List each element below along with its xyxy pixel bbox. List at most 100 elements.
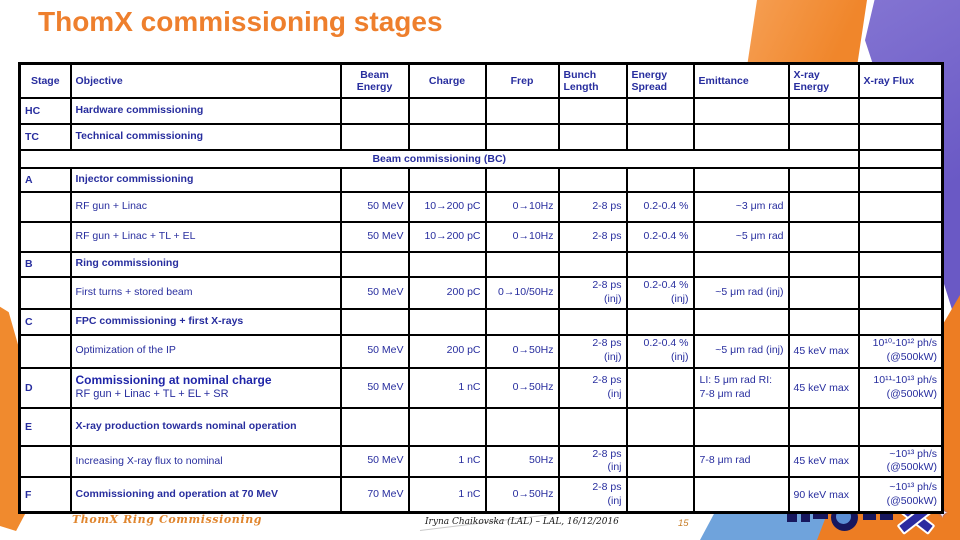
- xray-energy-cell: 45 keV max: [787, 333, 860, 369]
- frep-cell: 0→50Hz: [484, 333, 560, 369]
- energy-spread-cell: [625, 366, 695, 409]
- objective-cell: Optimization of the IP: [69, 333, 342, 369]
- emittance-cell: [692, 122, 790, 151]
- beam-energy-cell: 50 MeV: [339, 333, 410, 369]
- frep-cell: 0→10/50Hz: [484, 275, 560, 310]
- energy-spread-cell: [625, 475, 695, 514]
- xray-flux-cell: ~10¹³ ph/s (@500kW): [857, 475, 944, 514]
- commissioning-stages-table: Stage Objective Beam Energy Charge Frep …: [18, 62, 944, 515]
- xray-flux-cell: [857, 122, 944, 151]
- objective-sub: RF gun + Linac + TL + EL + SR: [75, 388, 229, 401]
- xray-energy-cell: [787, 275, 860, 310]
- bunch-length-cell: [557, 307, 628, 336]
- stage-cell: E: [18, 406, 72, 447]
- frep-cell: [484, 166, 560, 193]
- charge-cell: [407, 122, 487, 151]
- objective-cell: Increasing X-ray flux to nominal: [69, 444, 342, 478]
- charge-cell: 200 pC: [407, 333, 487, 369]
- emittance-cell: LI: 5 μm rad RI: 7-8 μm rad: [692, 366, 790, 409]
- xray-flux-cell: [857, 307, 944, 336]
- column-header-energy-spread: Energy Spread: [625, 62, 695, 99]
- bunch-length-cell: [557, 96, 628, 125]
- stage-cell: C: [18, 307, 72, 336]
- stage-cell: [18, 275, 72, 310]
- beam-commissioning-banner: Beam commissioning (BC): [18, 148, 860, 169]
- table-row-a: A Injector commissioning: [18, 166, 944, 193]
- emittance-cell: [692, 96, 790, 125]
- bunch-length-cell: 2-8 ps: [557, 190, 628, 223]
- objective-cell: Injector commissioning: [69, 166, 342, 193]
- beam-energy-cell: [339, 250, 410, 278]
- column-header-stage: Stage: [18, 62, 72, 99]
- table-row-e: E X-ray production towards nominal opera…: [18, 406, 944, 447]
- thomx-logo-fragment: [801, 508, 810, 522]
- stage-cell: A: [18, 166, 72, 193]
- column-header-objective: Objective: [69, 62, 342, 99]
- objective-cell: RF gun + Linac + TL + EL: [69, 220, 342, 253]
- frep-cell: [484, 122, 560, 151]
- column-header-charge: Charge: [407, 62, 487, 99]
- xray-flux-cell: [857, 166, 944, 193]
- xray-energy-cell: [787, 307, 860, 336]
- emittance-cell: ~3 μm rad: [692, 190, 790, 223]
- beam-energy-cell: [339, 166, 410, 193]
- objective-main: Commissioning at nominal charge: [75, 373, 272, 388]
- objective-cell: Ring commissioning: [69, 250, 342, 278]
- column-header-frep: Frep: [484, 62, 560, 99]
- beam-energy-cell: 50 MeV: [339, 275, 410, 310]
- column-header-xray-flux: X-ray Flux: [857, 62, 944, 99]
- charge-cell: [407, 307, 487, 336]
- stage-cell: [18, 333, 72, 369]
- frep-cell: 50Hz: [484, 444, 560, 478]
- frep-cell: [484, 250, 560, 278]
- xray-flux-cell: [857, 250, 944, 278]
- bunch-length-cell: 2-8 ps (inj: [557, 444, 628, 478]
- beam-energy-cell: 50 MeV: [339, 190, 410, 223]
- table-row-f: F Commissioning and operation at 70 MeV …: [18, 475, 944, 514]
- objective-cell: First turns + stored beam: [69, 275, 342, 310]
- charge-cell: [407, 166, 487, 193]
- beam-energy-cell: 70 MeV: [339, 475, 410, 514]
- stage-cell: TC: [18, 122, 72, 151]
- xray-energy-cell: 45 keV max: [787, 366, 860, 409]
- xray-flux-cell: 10¹⁰-10¹² ph/s (@500kW): [857, 333, 944, 369]
- stage-cell: [18, 220, 72, 253]
- energy-spread-cell: [625, 166, 695, 193]
- page-title: ThomX commissioning stages: [38, 6, 443, 37]
- table-row-rf-gun-linac-tl-el: RF gun + Linac + TL + EL 50 MeV 10→200 p…: [18, 220, 944, 253]
- frep-cell: [484, 406, 560, 447]
- bunch-length-cell: [557, 250, 628, 278]
- frep-cell: 0→10Hz: [484, 190, 560, 223]
- energy-spread-cell: [625, 96, 695, 125]
- xray-energy-cell: [787, 166, 860, 193]
- charge-cell: 1 nC: [407, 444, 487, 478]
- charge-cell: 1 nC: [407, 366, 487, 409]
- thomx-logo-fragment: [787, 508, 797, 522]
- xray-flux-cell: [857, 406, 944, 447]
- emittance-cell: 7-8 μm rad: [692, 444, 790, 478]
- table-header-row: Stage Objective Beam Energy Charge Frep …: [18, 62, 944, 99]
- objective-cell: X-ray production towards nominal operati…: [69, 406, 342, 447]
- bunch-length-cell: [557, 122, 628, 151]
- energy-spread-cell: 0.2-0.4 %: [625, 190, 695, 223]
- emittance-cell: ~5 μm rad: [692, 220, 790, 253]
- frep-cell: 0→50Hz: [484, 475, 560, 514]
- footer-presentation-title: ThomX Ring Commissioning: [72, 513, 263, 526]
- xray-energy-cell: [787, 122, 860, 151]
- table-row-b: B Ring commissioning: [18, 250, 944, 278]
- table-row-hc: HC Hardware commissioning: [18, 96, 944, 125]
- column-header-beam-energy: Beam Energy: [339, 62, 410, 99]
- energy-spread-cell: 0.2-0.4 % (inj): [625, 333, 695, 369]
- bunch-length-cell: 2-8 ps (inj: [557, 475, 628, 514]
- xray-flux-cell: [857, 96, 944, 125]
- charge-cell: 200 pC: [407, 275, 487, 310]
- table-row-first-turns: First turns + stored beam 50 MeV 200 pC …: [18, 275, 944, 310]
- xray-energy-cell: [787, 190, 860, 223]
- energy-spread-cell: [625, 250, 695, 278]
- page-number: 15: [678, 518, 689, 529]
- xray-energy-cell: 90 keV max: [787, 475, 860, 514]
- stage-cell: F: [18, 475, 72, 514]
- xray-energy-cell: [787, 96, 860, 125]
- bunch-length-cell: 2-8 ps (inj: [557, 366, 628, 409]
- energy-spread-cell: [625, 444, 695, 478]
